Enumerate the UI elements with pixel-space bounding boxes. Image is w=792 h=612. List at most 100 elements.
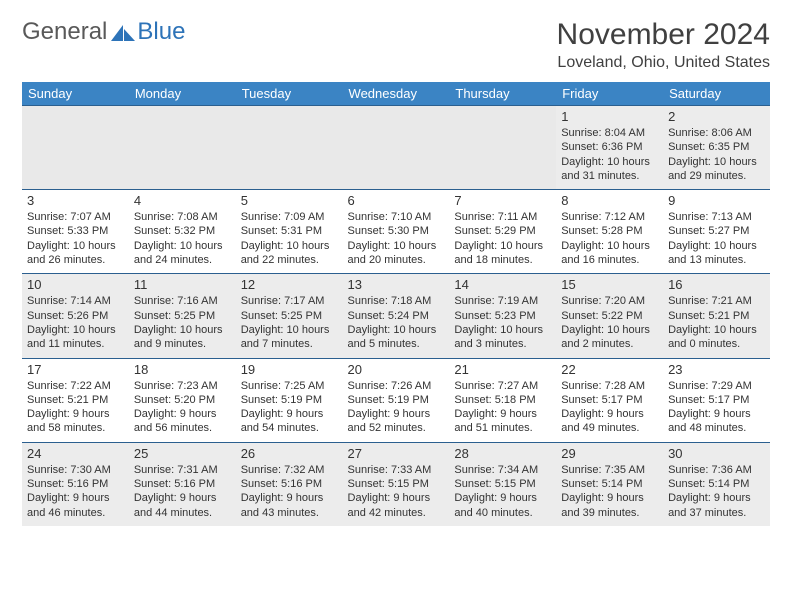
daylight-text: Daylight: 10 hours and 7 minutes. bbox=[241, 323, 338, 352]
day-number: 28 bbox=[454, 446, 551, 461]
sunrise-text: Sunrise: 7:29 AM bbox=[668, 379, 765, 393]
sunrise-text: Sunrise: 7:10 AM bbox=[348, 210, 445, 224]
day-number: 21 bbox=[454, 362, 551, 377]
calendar-cell: 1Sunrise: 8:04 AMSunset: 6:36 PMDaylight… bbox=[556, 106, 663, 190]
day-number: 11 bbox=[134, 277, 231, 292]
calendar-cell: 2Sunrise: 8:06 AMSunset: 6:35 PMDaylight… bbox=[663, 106, 770, 190]
day-info: Sunrise: 7:18 AMSunset: 5:24 PMDaylight:… bbox=[348, 294, 445, 351]
day-info: Sunrise: 7:09 AMSunset: 5:31 PMDaylight:… bbox=[241, 210, 338, 267]
sunrise-text: Sunrise: 7:35 AM bbox=[561, 463, 658, 477]
daylight-text: Daylight: 10 hours and 29 minutes. bbox=[668, 155, 765, 184]
calendar-cell: 18Sunrise: 7:23 AMSunset: 5:20 PMDayligh… bbox=[129, 358, 236, 442]
calendar-cell: .. bbox=[449, 106, 556, 190]
day-info: Sunrise: 7:08 AMSunset: 5:32 PMDaylight:… bbox=[134, 210, 231, 267]
daylight-text: Daylight: 9 hours and 42 minutes. bbox=[348, 491, 445, 520]
daylight-text: Daylight: 9 hours and 39 minutes. bbox=[561, 491, 658, 520]
calendar-cell: 6 Sunrise: 7:10 AMSunset: 5:30 PMDaylight… bbox=[343, 190, 450, 274]
calendar-cell: .. bbox=[129, 106, 236, 190]
sunrise-text: Sunrise: 7:26 AM bbox=[348, 379, 445, 393]
sunset-text: Sunset: 5:15 PM bbox=[454, 477, 551, 491]
day-number: 6 bbox=[348, 193, 445, 208]
sunset-text: Sunset: 5:16 PM bbox=[241, 477, 338, 491]
sunset-text: Sunset: 5:14 PM bbox=[561, 477, 658, 491]
day-info: Sunrise: 7:29 AMSunset: 5:17 PMDaylight:… bbox=[668, 379, 765, 436]
sunrise-text: Sunrise: 7:33 AM bbox=[348, 463, 445, 477]
sunset-text: Sunset: 5:21 PM bbox=[668, 309, 765, 323]
title-block: November 2024 Loveland, Ohio, United Sta… bbox=[557, 18, 770, 72]
calendar-cell: 14Sunrise: 7:19 AMSunset: 5:23 PMDayligh… bbox=[449, 274, 556, 358]
sunrise-text: Sunrise: 7:23 AM bbox=[134, 379, 231, 393]
daylight-text: Daylight: 9 hours and 44 minutes. bbox=[134, 491, 231, 520]
daylight-text: Daylight: 10 hours and 16 minutes. bbox=[561, 239, 658, 268]
sunrise-text: Sunrise: 7:25 AM bbox=[241, 379, 338, 393]
day-info: Sunrise: 7:35 AMSunset: 5:14 PMDaylight:… bbox=[561, 463, 658, 520]
sunset-text: Sunset: 5:14 PM bbox=[668, 477, 765, 491]
day-number: 13 bbox=[348, 277, 445, 292]
calendar-cell: .. bbox=[22, 106, 129, 190]
sunset-text: Sunset: 5:19 PM bbox=[348, 393, 445, 407]
sunset-text: Sunset: 5:19 PM bbox=[241, 393, 338, 407]
day-number: 8 bbox=[561, 193, 658, 208]
sunset-text: Sunset: 5:15 PM bbox=[348, 477, 445, 491]
sunset-text: Sunset: 5:28 PM bbox=[561, 224, 658, 238]
calendar-cell: 23 Sunrise: 7:29 AMSunset: 5:17 PMDayligh… bbox=[663, 358, 770, 442]
day-info: Sunrise: 7:10 AMSunset: 5:30 PMDaylight:… bbox=[348, 210, 445, 267]
day-number: 16 bbox=[668, 277, 765, 292]
day-number: 3 bbox=[27, 193, 124, 208]
day-number: 18 bbox=[134, 362, 231, 377]
daylight-text: Daylight: 10 hours and 0 minutes. bbox=[668, 323, 765, 352]
calendar-cell: 24 Sunrise: 7:30 AMSunset: 5:16 PMDayligh… bbox=[22, 442, 129, 526]
sunset-text: Sunset: 5:26 PM bbox=[27, 309, 124, 323]
calendar-cell: 13 Sunrise: 7:18 AMSunset: 5:24 PMDayligh… bbox=[343, 274, 450, 358]
calendar-cell: 20Sunrise: 7:26 AMSunset: 5:19 PMDayligh… bbox=[343, 358, 450, 442]
calendar-cell: 9Sunrise: 7:13 AMSunset: 5:27 PMDaylight… bbox=[663, 190, 770, 274]
calendar-cell: 25Sunrise: 7:31 AMSunset: 5:16 PMDayligh… bbox=[129, 442, 236, 526]
day-info: Sunrise: 8:06 AMSunset: 6:35 PMDaylight:… bbox=[668, 126, 765, 183]
day-info: Sunrise: 7:21 AMSunset: 5:21 PMDaylight:… bbox=[668, 294, 765, 351]
daylight-text: Daylight: 10 hours and 31 minutes. bbox=[561, 155, 658, 184]
daylight-text: Daylight: 10 hours and 22 minutes. bbox=[241, 239, 338, 268]
day-number: 4 bbox=[134, 193, 231, 208]
sunrise-text: Sunrise: 7:27 AM bbox=[454, 379, 551, 393]
day-number: 27 bbox=[348, 446, 445, 461]
day-number: 24 bbox=[27, 446, 124, 461]
dow-header: Tuesday bbox=[236, 82, 343, 106]
daylight-text: Daylight: 10 hours and 18 minutes. bbox=[454, 239, 551, 268]
calendar-cell: 10Sunrise: 7:14 AMSunset: 5:26 PMDayligh… bbox=[22, 274, 129, 358]
day-info: Sunrise: 7:30 AMSunset: 5:16 PMDaylight:… bbox=[27, 463, 124, 520]
day-info: Sunrise: 7:13 AMSunset: 5:27 PMDaylight:… bbox=[668, 210, 765, 267]
sunset-text: Sunset: 5:17 PM bbox=[561, 393, 658, 407]
calendar-cell: 26Sunrise: 7:32 AMSunset: 5:16 PMDayligh… bbox=[236, 442, 343, 526]
month-title: November 2024 bbox=[557, 18, 770, 52]
sunset-text: Sunset: 5:25 PM bbox=[134, 309, 231, 323]
day-info: Sunrise: 7:12 AMSunset: 5:28 PMDaylight:… bbox=[561, 210, 658, 267]
day-info: Sunrise: 7:19 AMSunset: 5:23 PMDaylight:… bbox=[454, 294, 551, 351]
daylight-text: Daylight: 9 hours and 54 minutes. bbox=[241, 407, 338, 436]
days-of-week-row: SundayMondayTuesdayWednesdayThursdayFrid… bbox=[22, 82, 770, 106]
calendar-week: ..........1Sunrise: 8:04 AMSunset: 6:36 … bbox=[22, 106, 770, 190]
sunset-text: Sunset: 5:30 PM bbox=[348, 224, 445, 238]
sunset-text: Sunset: 5:24 PM bbox=[348, 309, 445, 323]
daylight-text: Daylight: 9 hours and 56 minutes. bbox=[134, 407, 231, 436]
calendar-cell: 28 Sunrise: 7:34 AMSunset: 5:15 PMDayligh… bbox=[449, 442, 556, 526]
calendar-cell: 29Sunrise: 7:35 AMSunset: 5:14 PMDayligh… bbox=[556, 442, 663, 526]
day-info: Sunrise: 7:34 AMSunset: 5:15 PMDaylight:… bbox=[454, 463, 551, 520]
daylight-text: Daylight: 10 hours and 5 minutes. bbox=[348, 323, 445, 352]
sunrise-text: Sunrise: 7:19 AM bbox=[454, 294, 551, 308]
logo-word-2: Blue bbox=[137, 18, 185, 46]
sunset-text: Sunset: 5:32 PM bbox=[134, 224, 231, 238]
dow-header: Wednesday bbox=[343, 82, 450, 106]
day-number: 1 bbox=[561, 109, 658, 124]
sunrise-text: Sunrise: 7:14 AM bbox=[27, 294, 124, 308]
daylight-text: Daylight: 10 hours and 3 minutes. bbox=[454, 323, 551, 352]
sunset-text: Sunset: 5:21 PM bbox=[27, 393, 124, 407]
sunrise-text: Sunrise: 7:07 AM bbox=[27, 210, 124, 224]
daylight-text: Daylight: 10 hours and 24 minutes. bbox=[134, 239, 231, 268]
day-info: Sunrise: 7:25 AMSunset: 5:19 PMDaylight:… bbox=[241, 379, 338, 436]
sunset-text: Sunset: 5:16 PM bbox=[27, 477, 124, 491]
logo-word-1: General bbox=[22, 18, 107, 46]
day-number: 23 bbox=[668, 362, 765, 377]
sunset-text: Sunset: 6:35 PM bbox=[668, 140, 765, 154]
calendar-body: ..........1Sunrise: 8:04 AMSunset: 6:36 … bbox=[22, 106, 770, 526]
daylight-text: Daylight: 10 hours and 11 minutes. bbox=[27, 323, 124, 352]
